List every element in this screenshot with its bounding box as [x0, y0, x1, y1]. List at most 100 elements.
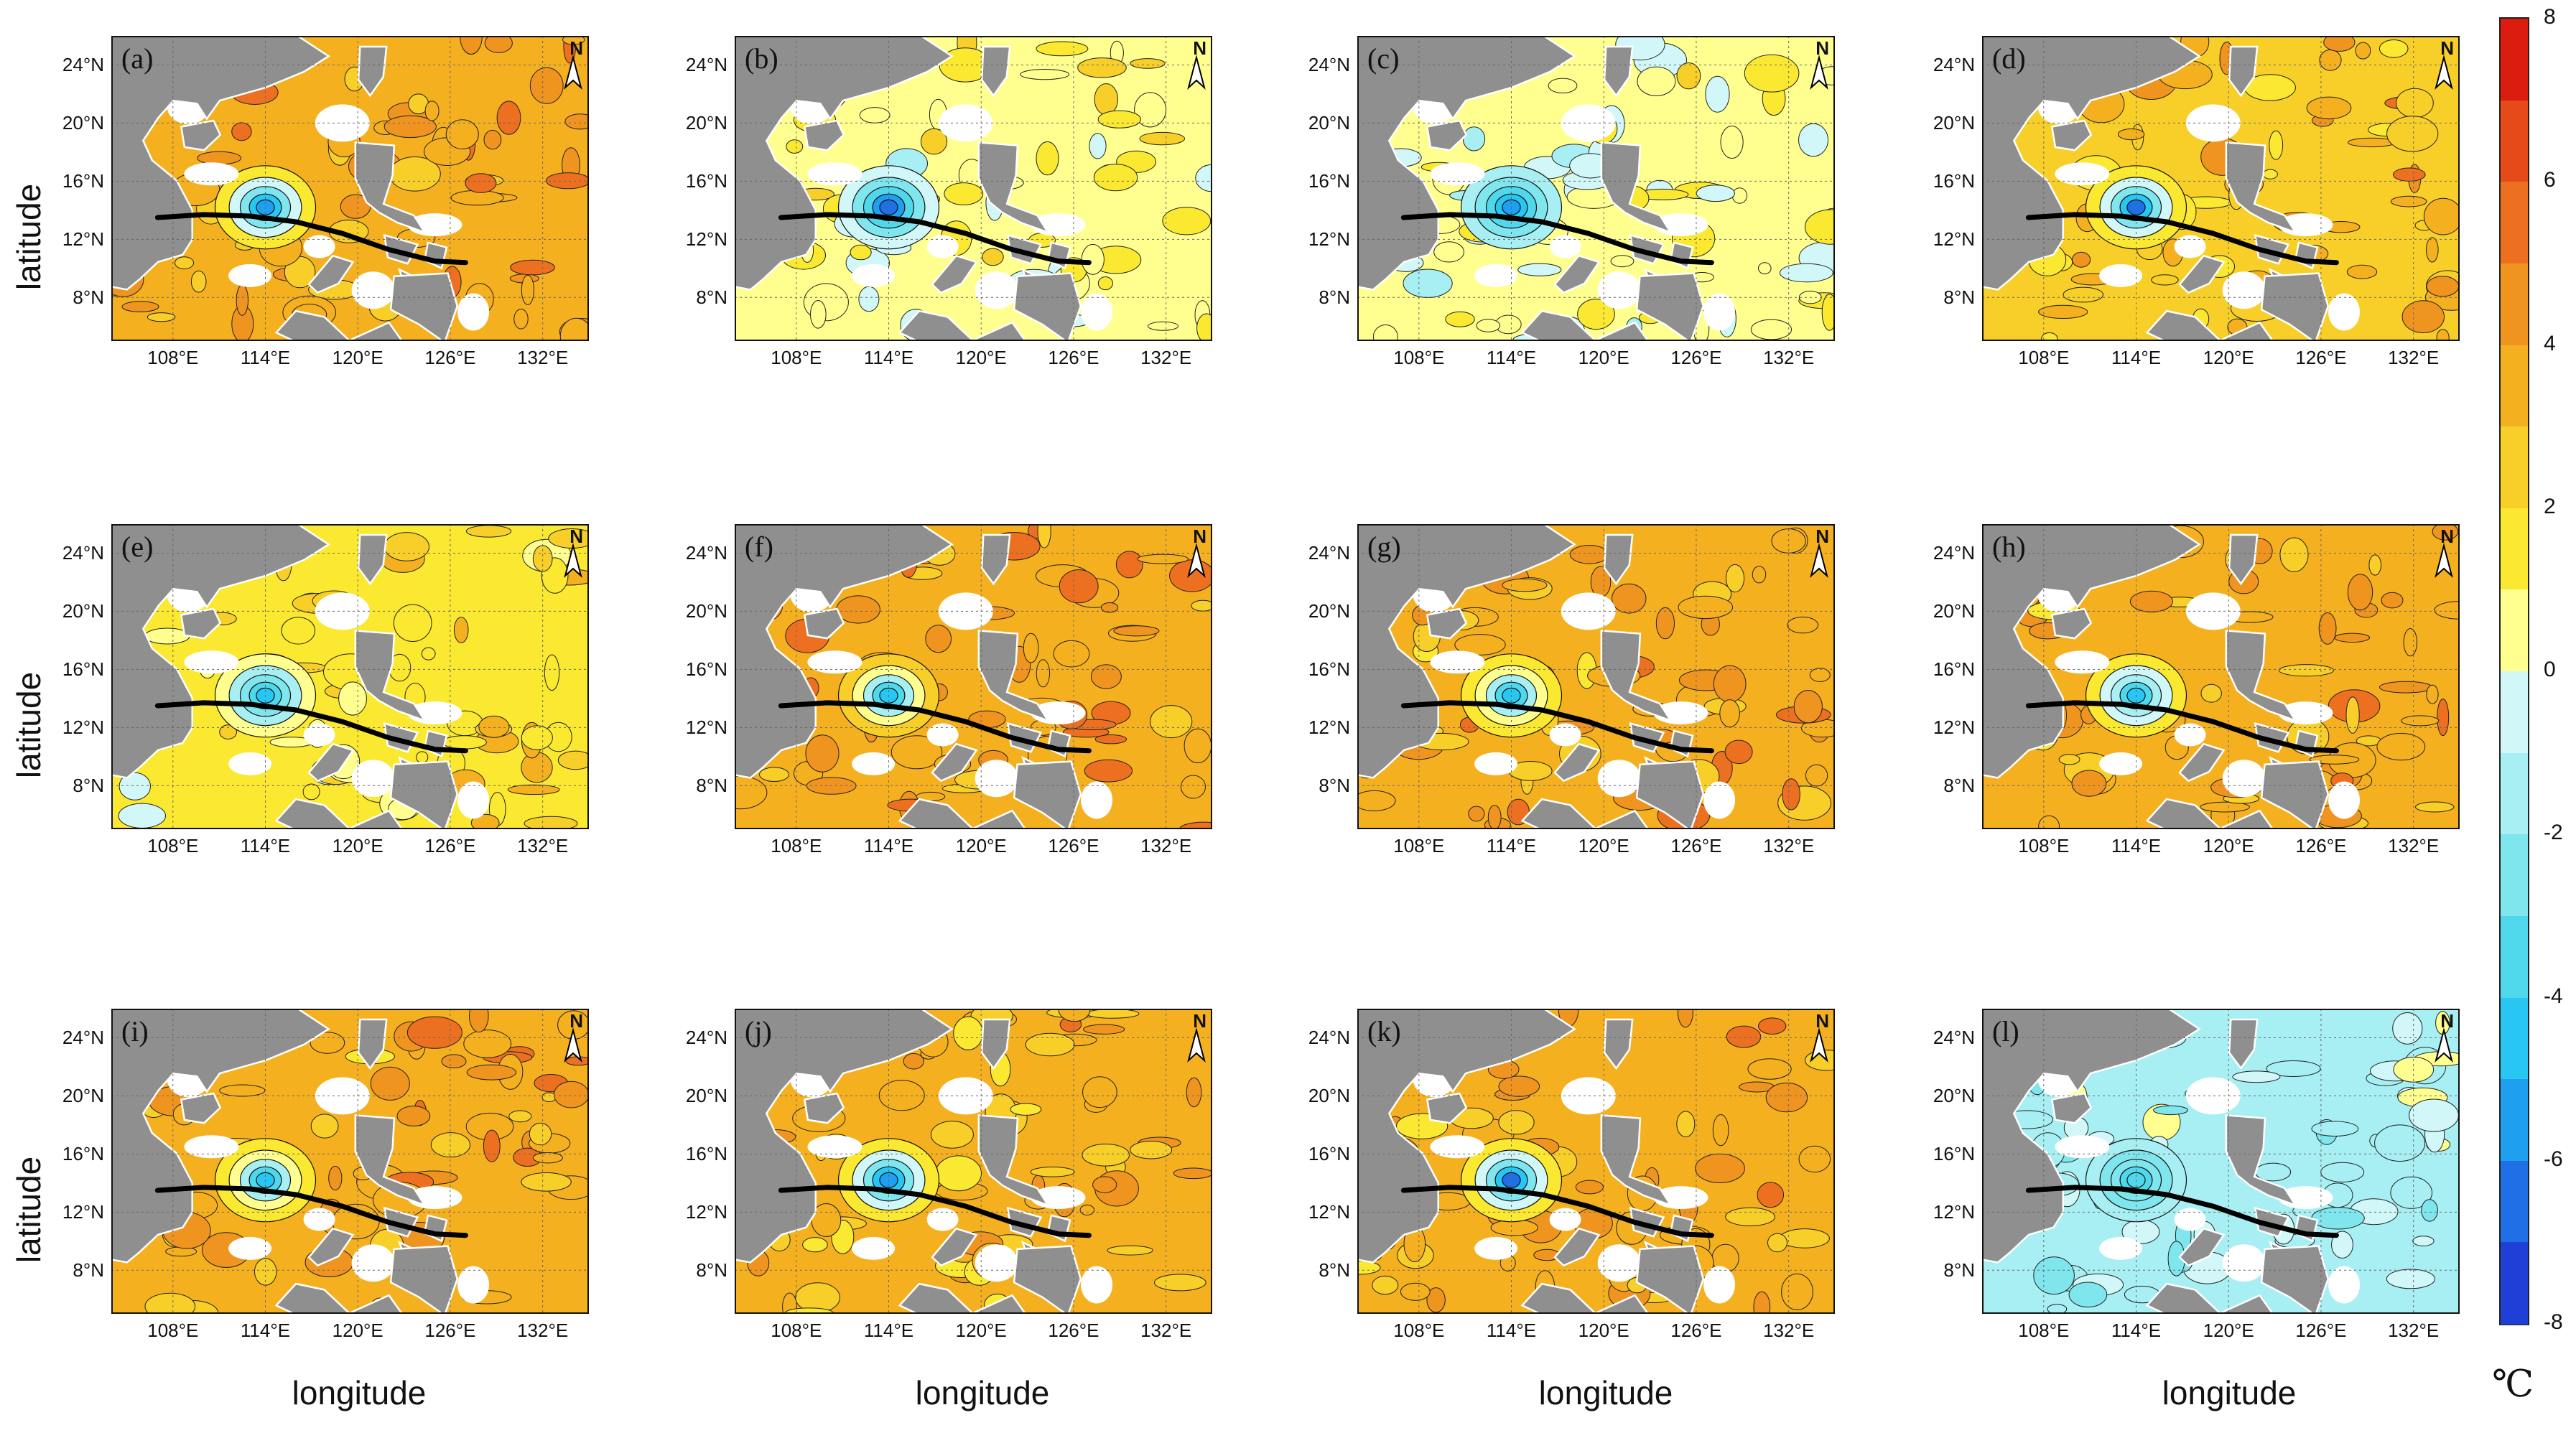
anomaly-contour	[1130, 58, 1166, 69]
land-mass	[2228, 45, 2259, 98]
y-tick-label: 20°N	[62, 1085, 104, 1107]
land-mass	[2178, 742, 2226, 783]
anomaly-contour	[1731, 187, 1748, 204]
land-mass	[1595, 1294, 1650, 1314]
typhoon-track-line	[778, 1185, 1092, 1238]
anomaly-contour	[1191, 599, 1212, 612]
missing-data-area	[2328, 1266, 2361, 1304]
anomaly-contour	[2311, 1121, 2359, 1136]
anomaly-contour	[2436, 329, 2450, 341]
anomaly-contour	[2415, 801, 2455, 813]
missing-data-area	[457, 1266, 490, 1304]
land-mass	[898, 309, 975, 341]
anomaly-contour	[2038, 304, 2088, 319]
panel-frame	[1982, 524, 2460, 829]
north-arrow-icon	[564, 55, 582, 90]
panel-frame	[111, 524, 589, 829]
anomaly-contour	[2318, 612, 2337, 645]
missing-data-area	[807, 162, 862, 186]
y-tick-label: 20°N	[62, 600, 104, 622]
colorbar-segment	[2501, 671, 2528, 754]
colorbar-tick-label: 8	[2544, 5, 2556, 29]
anomaly-contour	[284, 256, 316, 289]
x-tick-label: 108°E	[771, 835, 822, 856]
anomaly-contour	[1750, 319, 1792, 340]
x-tick-label: 114°E	[863, 835, 914, 856]
anomaly-contour	[1780, 1228, 1830, 1248]
anomaly-contour	[1150, 705, 1193, 739]
panel-frame	[735, 1009, 1212, 1314]
y-axis-title: latitude	[10, 183, 47, 291]
panel-label: (a)	[121, 42, 154, 75]
anomaly-contour	[1107, 1245, 1153, 1256]
anomaly-contour	[2279, 537, 2309, 572]
anomaly-contour	[1053, 640, 1090, 668]
land-mass	[1982, 524, 2201, 779]
missing-data-area	[1561, 592, 1616, 630]
anomaly-contour	[1147, 321, 1179, 331]
map-panel: (d) N 24°N 20°N 16°N 12°N 8°N 108°E 114°E 120°E 12…	[1933, 36, 2460, 368]
anomaly-contour	[406, 1016, 462, 1049]
anomaly-contour	[2041, 332, 2058, 341]
missing-data-area	[1549, 1208, 1581, 1231]
land-mass	[1357, 36, 1576, 291]
land-mass	[803, 119, 845, 151]
land-mass	[1603, 533, 1634, 586]
land-mass	[111, 524, 330, 779]
missing-data-area	[1081, 293, 1113, 331]
x-tick-label: 132°E	[1140, 835, 1192, 856]
x-tick-label: 132°E	[2388, 835, 2440, 856]
anomaly-contour	[1079, 1204, 1094, 1215]
panel-frame	[1982, 1009, 2460, 1314]
y-tick-label: 16°N	[1308, 170, 1350, 192]
land-mass	[2228, 1018, 2259, 1070]
anomaly-contour	[2423, 197, 2460, 235]
anomaly-contour	[1445, 311, 1475, 327]
missing-data-area	[1703, 781, 1736, 819]
land-mass	[1595, 321, 1650, 341]
land-mass	[898, 1282, 975, 1314]
y-tick-label: 8°N	[696, 286, 727, 309]
y-tick-label: 12°N	[1933, 716, 1975, 739]
x-axis-title: longitude	[915, 1374, 1050, 1411]
anomaly-contour	[2232, 1070, 2281, 1083]
x-tick-label: 132°E	[1763, 347, 1815, 368]
north-arrow-label: N	[569, 37, 583, 59]
anomaly-contour	[236, 284, 249, 316]
x-tick-label: 126°E	[424, 1320, 476, 1341]
x-tick-label: 120°E	[2203, 347, 2254, 368]
anomaly-contour	[944, 182, 984, 205]
missing-data-area	[852, 263, 896, 287]
anomaly-contour	[1798, 1145, 1831, 1173]
anomaly-contour	[2262, 169, 2278, 179]
anomaly-contour	[1454, 634, 1506, 655]
missing-data-area	[228, 263, 272, 287]
anomaly-contour	[310, 1114, 339, 1139]
y-tick-label: 16°N	[1933, 658, 1975, 681]
typhoon-track-line	[1400, 700, 1714, 754]
y-tick-label: 8°N	[1319, 286, 1350, 309]
panel-frame	[1357, 1009, 1835, 1314]
y-tick-label: 24°N	[62, 54, 104, 76]
anomaly-contour	[1030, 1167, 1075, 1177]
land-mass	[1600, 630, 1673, 722]
anomaly-contour	[2320, 1162, 2365, 1182]
anomaly-contour	[1517, 263, 1562, 276]
anomaly-contour	[1036, 41, 1089, 57]
missing-data-area	[2222, 271, 2266, 309]
colorbar-segment	[2501, 508, 2528, 590]
anomaly-contour	[891, 735, 943, 770]
panel-frame	[111, 36, 589, 341]
anomaly-contour	[562, 36, 585, 45]
map-panel: (i) N 24°N 20°N 16°N 12°N 8°N 108°E 114°E 120°E 12…	[62, 1009, 589, 1341]
land-mass	[1357, 1009, 1576, 1264]
land-mass	[2260, 1245, 2330, 1314]
anomaly-contour	[441, 1054, 467, 1068]
missing-data-area	[2099, 263, 2143, 287]
panel-label: (i)	[121, 1015, 149, 1047]
x-tick-label: 114°E	[1486, 347, 1537, 368]
land-mass	[898, 798, 975, 829]
y-tick-label: 8°N	[73, 286, 104, 309]
sst-anomaly-map	[111, 36, 589, 341]
anomaly-contour	[1780, 263, 1833, 283]
